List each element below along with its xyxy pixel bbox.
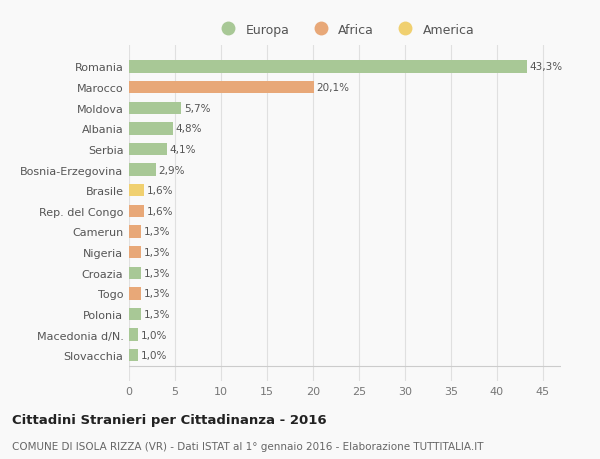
Text: 20,1%: 20,1% — [317, 83, 350, 93]
Text: 1,3%: 1,3% — [144, 309, 170, 319]
Text: 1,3%: 1,3% — [144, 268, 170, 278]
Bar — [129, 164, 155, 176]
Bar — [129, 226, 141, 238]
Bar — [129, 185, 144, 197]
Bar — [129, 205, 144, 218]
Text: 1,0%: 1,0% — [141, 351, 167, 360]
Bar — [129, 267, 141, 279]
Text: 1,3%: 1,3% — [144, 289, 170, 299]
Bar — [129, 287, 141, 300]
Bar — [129, 102, 181, 115]
Legend: Europa, Africa, America: Europa, Africa, America — [211, 19, 479, 42]
Text: 5,7%: 5,7% — [184, 103, 211, 113]
Bar — [129, 123, 173, 135]
Text: 43,3%: 43,3% — [530, 62, 563, 73]
Bar — [129, 329, 138, 341]
Text: 2,9%: 2,9% — [158, 165, 185, 175]
Text: Cittadini Stranieri per Cittadinanza - 2016: Cittadini Stranieri per Cittadinanza - 2… — [12, 413, 326, 426]
Text: 1,0%: 1,0% — [141, 330, 167, 340]
Text: 1,3%: 1,3% — [144, 247, 170, 257]
Text: 4,1%: 4,1% — [169, 145, 196, 155]
Bar — [129, 61, 527, 73]
Bar — [129, 349, 138, 362]
Text: 1,6%: 1,6% — [146, 186, 173, 196]
Bar — [129, 246, 141, 259]
Text: COMUNE DI ISOLA RIZZA (VR) - Dati ISTAT al 1° gennaio 2016 - Elaborazione TUTTIT: COMUNE DI ISOLA RIZZA (VR) - Dati ISTAT … — [12, 441, 484, 451]
Bar — [129, 308, 141, 320]
Text: 1,3%: 1,3% — [144, 227, 170, 237]
Text: 4,8%: 4,8% — [176, 124, 202, 134]
Text: 1,6%: 1,6% — [146, 207, 173, 216]
Bar — [129, 82, 314, 94]
Bar — [129, 144, 167, 156]
